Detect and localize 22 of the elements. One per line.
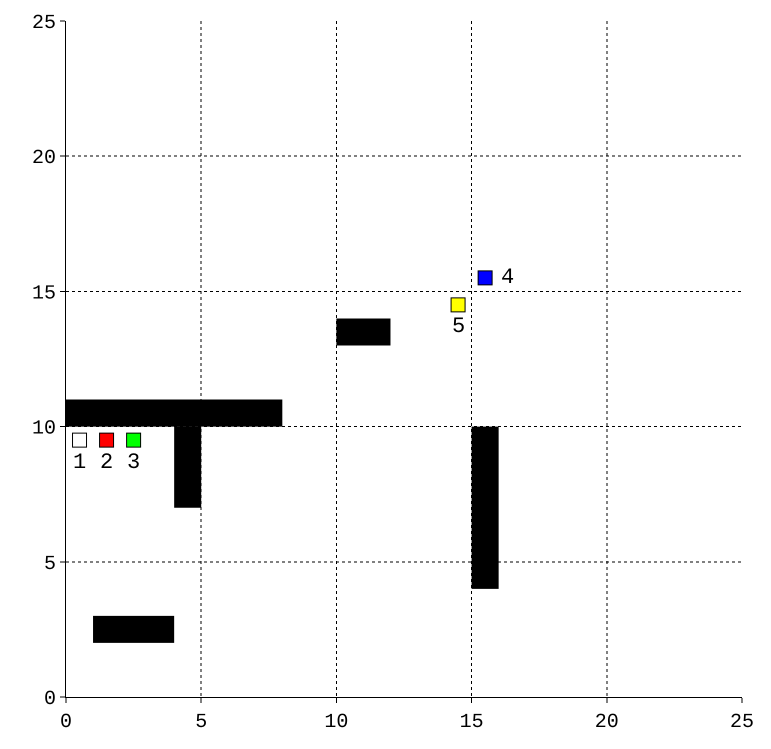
y-tick-label: 20: [32, 147, 56, 170]
annotation: 2: [100, 450, 114, 475]
y-tick-label: 25: [32, 12, 56, 35]
annotation: 5: [452, 314, 466, 339]
y-tick-label: 15: [32, 282, 56, 306]
annotation: 3: [127, 450, 140, 475]
point: [99, 432, 114, 448]
x-tick-label: 15: [460, 711, 484, 734]
x-tick-label: 25: [730, 711, 754, 734]
y-tick-label: 5: [44, 552, 56, 576]
point: [126, 432, 142, 448]
point: [478, 270, 493, 286]
point: [450, 297, 466, 312]
x-tick-label: 0: [60, 711, 72, 734]
y-tick-label: 10: [32, 418, 56, 441]
x-tick-label: 10: [324, 711, 348, 734]
point: [72, 432, 88, 448]
x-tick-label: 20: [594, 711, 619, 734]
annotation: 4: [501, 265, 514, 290]
y-tick-label: 0: [44, 688, 56, 711]
annotation: 1: [73, 450, 86, 475]
x-tick-label: 5: [195, 711, 208, 734]
